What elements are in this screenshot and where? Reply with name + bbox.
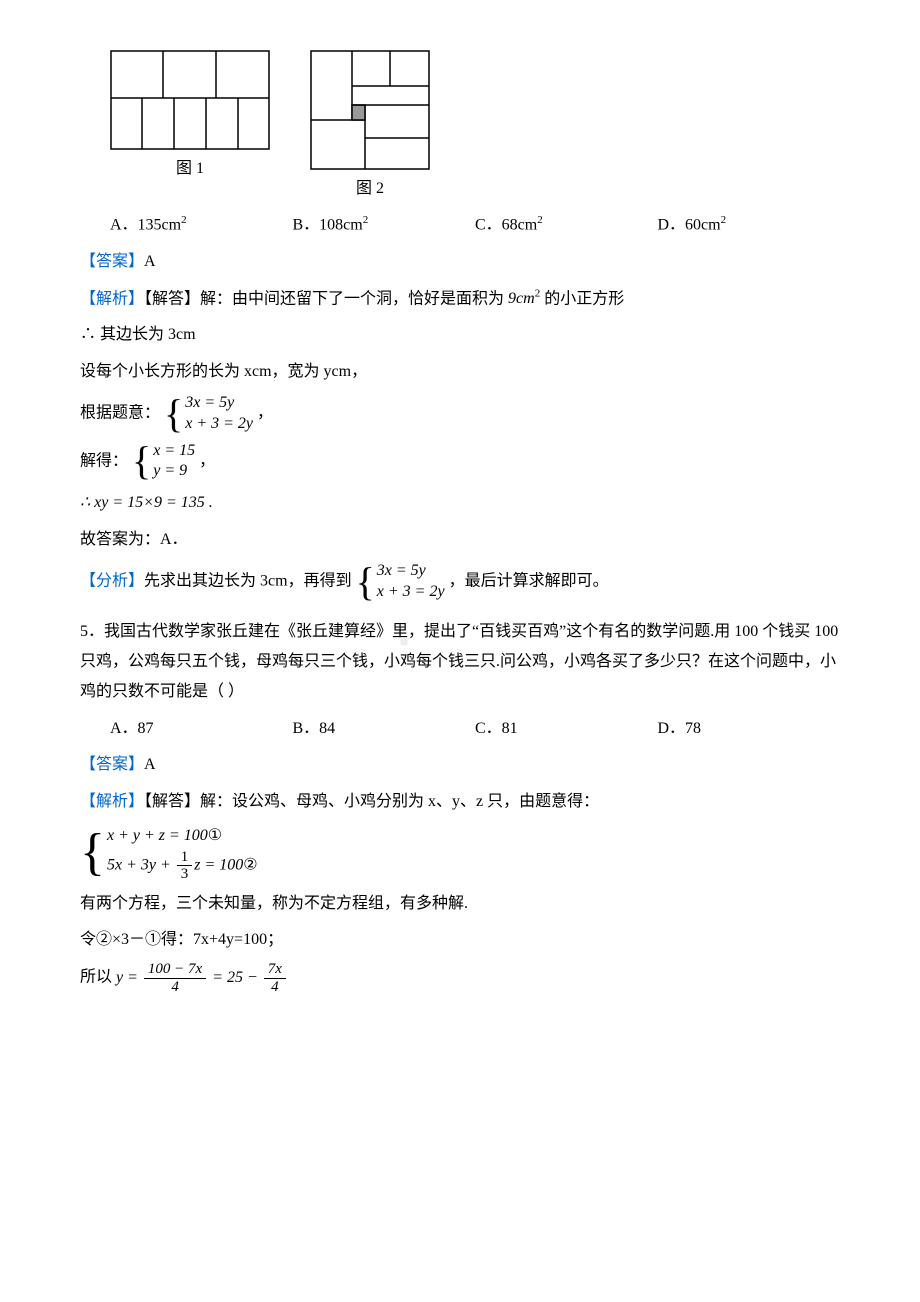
brace-icon-4: { [80,827,105,879]
q5-so-pre: 所以 [80,969,116,986]
fx-text2: ，最后计算求解即可。 [449,572,609,589]
q5-jiexi-label: 【解析】 [80,793,144,810]
figures-row: 图 1 图 2 [110,50,840,204]
q5-sys-l2: 5x + 3y + 13z = 100② [107,849,258,883]
brace-icon: { [164,394,183,434]
answer-label: 【答案】 [80,253,144,270]
q5-so-mid: = 25 − [212,969,262,986]
q5-sys-l2b: z = 100 [194,856,243,873]
q5-line-after: 有两个方程，三个未知量，称为不定方程组，有多种解. [80,889,840,919]
figure-2-caption: 图 2 [356,174,384,204]
q4-fenxi: 【分析】先求出其边长为 3cm，再得到 { 3x = 5y x + 3 = 2y… [80,561,840,603]
q5-sys-l1: x + y + z = 100① [107,823,258,849]
q4-line7: 故答案为：A． [80,525,840,555]
q4-line2: ∴ 其边长为 3cm [80,320,840,350]
q4-solution-line1: 【解析】【解答】解：由中间还留下了一个洞，恰好是面积为 9cm2 的小正方形 [80,284,840,315]
q5-sys-l2-circ: ② [243,856,257,873]
q4-l1-tail: 的小正方形 [540,290,624,307]
jieda-label: 【解答】 [144,290,200,307]
frac-den-3: 3 [177,866,193,883]
q5-sol1-text: 解：设公鸡、母鸡、小鸡分别为 x、y、z 只，由题意得： [200,793,599,810]
q4-area-9cm: 9cm [508,290,535,307]
q4-line3: 设每个小长方形的长为 xcm，宽为 ycm， [80,357,840,387]
q4-answer-line: 【答案】A [80,247,840,277]
q4-l1: 解：由中间还留下了一个洞，恰好是面积为 [200,290,508,307]
q4-sys1-lines: 3x = 5y x + 3 = 2y [185,393,253,435]
q4-sys2-lines: x = 15 y = 9 [153,441,195,483]
q4-option-b: B．108cm2 [293,210,476,241]
q4-line4: 根据题意： { 3x = 5y x + 3 = 2y ， [80,393,840,435]
q5-so-f2-num: 7x [264,961,286,979]
q4-l5-pre: 解得： [80,452,132,469]
q4-opt-c-text: C．68cm [475,217,537,234]
q5-line-so: 所以 y = 100 − 7x 4 = 25 − 7x 4 [80,961,840,995]
frac-num-1: 1 [177,849,193,867]
brace-icon-3: { [356,562,375,602]
sup-a: 2 [181,214,187,226]
q5-answer-line: 【答案】A [80,750,840,780]
q5-sys-l1a: x + y + z = 100 [107,827,208,844]
q4-sys2-l2: y = 9 [153,461,195,482]
q5-sys-lines: x + y + z = 100① 5x + 3y + 13z = 100② [107,823,258,883]
q5-sol1: 【解析】【解答】解：设公鸡、母鸡、小鸡分别为 x、y、z 只，由题意得： [80,787,840,817]
q5-so-f1-den: 4 [167,979,183,996]
q4-fx-l1: 3x = 5y [377,561,445,582]
figure-1-caption: 图 1 [176,154,204,184]
q4-sys1-l1: 3x = 5y [185,393,253,414]
q5-option-c: C．81 [475,714,658,744]
jiexi-label: 【解析】 [80,290,144,307]
q5-option-a: A．87 [110,714,293,744]
q4-opt-b-text: B．108cm [293,217,363,234]
brace-icon-2: { [132,441,151,481]
q4-options-row: A．135cm2 B．108cm2 C．68cm2 D．60cm2 [110,210,840,241]
q5-so-frac2: 7x 4 [264,961,286,995]
q4-fx-sys-lines: 3x = 5y x + 3 = 2y [377,561,445,603]
q5-sys-l1-circ: ① [208,827,222,844]
figure-1-block: 图 1 [110,50,270,204]
q5-so-frac1: 100 − 7x 4 [144,961,206,995]
q4-line5: 解得： { x = 15 y = 9 ， [80,441,840,483]
q4-comma1: ， [257,404,273,421]
q4-option-a: A．135cm2 [110,210,293,241]
q4-fx-l2: x + 3 = 2y [377,582,445,603]
q4-opt-a-text: A．135cm [110,217,181,234]
sup-d: 2 [721,214,727,226]
q4-answer-value: A [144,253,156,270]
q4-area-expr: 9cm2 [508,290,540,307]
q4-sys2-l1: x = 15 [153,441,195,462]
q5-jieda-label: 【解答】 [144,793,200,810]
sup-c: 2 [537,214,543,226]
q5-option-d: D．78 [658,714,841,744]
q5-so-f2-den: 4 [267,979,283,996]
q5-answer-label: 【答案】 [80,756,144,773]
sup-b: 2 [363,214,369,226]
q5-stem: 5．我国古代数学家张丘建在《张丘建算经》里，提出了“百钱买百鸡”这个有名的数学问… [80,617,840,708]
figure-2-svg [310,50,430,170]
q5-frac-13: 13 [177,849,193,883]
q5-answer-value: A [144,756,156,773]
figure-1-svg [110,50,270,150]
fenxi-label: 【分析】 [80,572,144,589]
fx-text1: 先求出其边长为 3cm，再得到 [144,572,352,589]
q4-line6: ∴ xy = 15×9 = 135 . [80,488,840,518]
q5-options-row: A．87 B．84 C．81 D．78 [110,714,840,744]
q5-system-brace: { x + y + z = 100① 5x + 3y + 13z = 100② [80,823,258,883]
q5-option-b: B．84 [293,714,476,744]
q4-sys1-l2: x + 3 = 2y [185,414,253,435]
q5-sys-l2a: 5x + 3y + [107,856,175,873]
q4-comma2: ， [199,452,215,469]
q4-option-c: C．68cm2 [475,210,658,241]
q4-system2: { x = 15 y = 9 [132,441,195,483]
q4-opt-d-text: D．60cm [658,217,721,234]
q5-so-left: y = [116,969,142,986]
q4-system1: { 3x = 5y x + 3 = 2y [164,393,253,435]
q4-option-d: D．60cm2 [658,210,841,241]
figure-2-block: 图 2 [310,50,430,204]
q5-so-f1-num: 100 − 7x [144,961,206,979]
q5-line-op: 令②×3－①得：7x+4y=100； [80,925,840,955]
q5-system: { x + y + z = 100① 5x + 3y + 13z = 100② [80,823,840,883]
q4-l4-pre: 根据题意： [80,404,164,421]
q4-fx-system: { 3x = 5y x + 3 = 2y [356,561,445,603]
